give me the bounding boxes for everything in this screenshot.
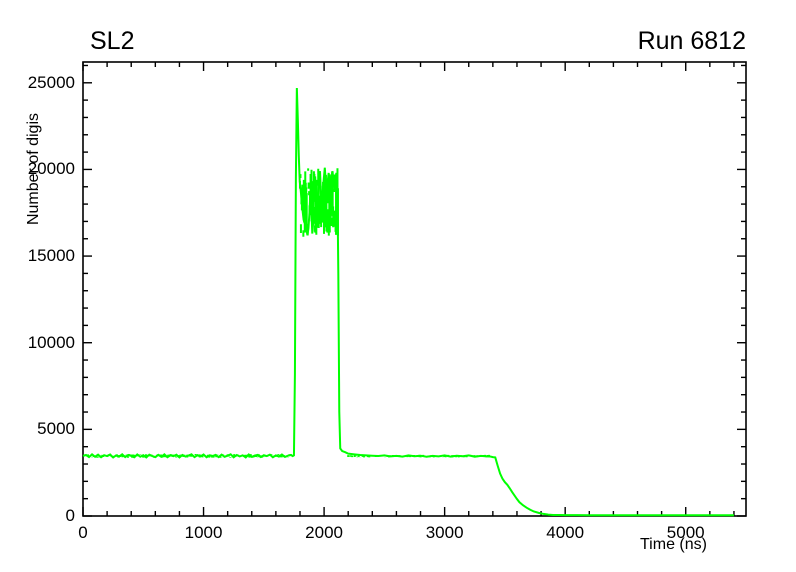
x-tick-label: 3000 (425, 523, 464, 542)
axis-frame (82, 61, 747, 517)
y-tick-label: 10000 (27, 332, 75, 352)
x-tick-label: 4000 (546, 523, 585, 542)
y-tick-label: 15000 (27, 246, 75, 266)
data-series-digis (82, 87, 734, 517)
run-label: Run 6812 (637, 27, 746, 55)
x-tick-label: 1000 (184, 523, 223, 542)
y-tick-label: 0 (65, 506, 75, 525)
y-tick-label: 20000 (27, 159, 75, 179)
x-tick-label: 0 (78, 523, 88, 542)
y-tick-label: 5000 (37, 419, 75, 439)
pad-title: SL2 (90, 27, 135, 55)
x-axis-title: Time (ns) (640, 536, 707, 553)
axis-ticks (82, 62, 746, 517)
y-tick-label: 25000 (27, 72, 75, 92)
x-tick-label: 2000 (305, 523, 343, 542)
x-tick-label: 5000 (666, 523, 705, 542)
